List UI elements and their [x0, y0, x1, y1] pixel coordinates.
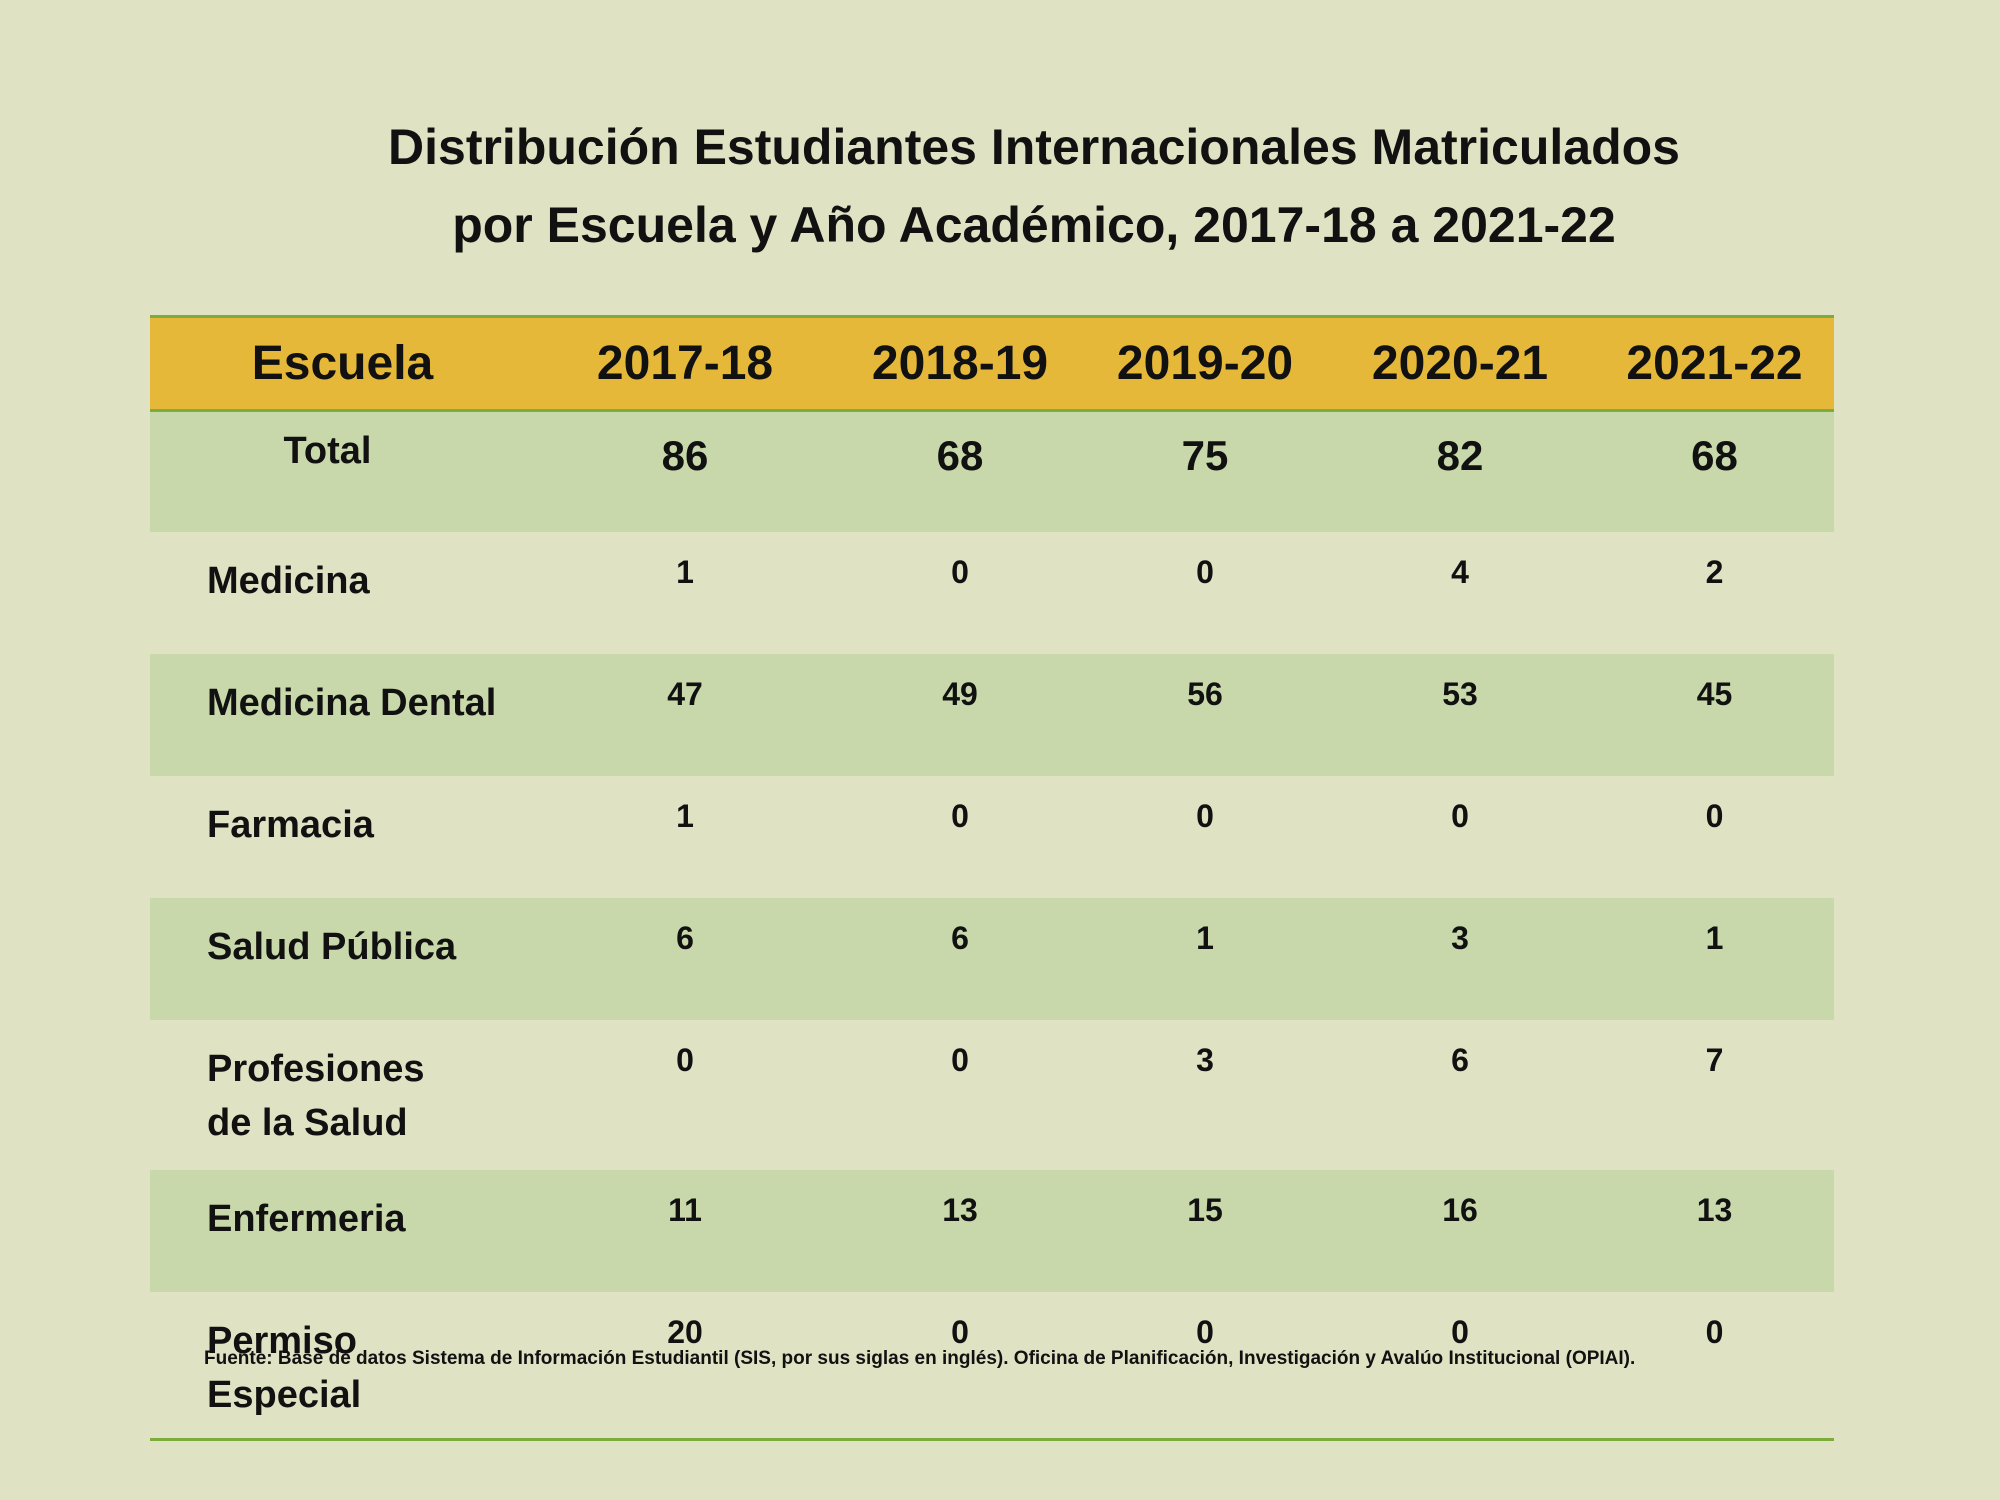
- table-row: Medicina Dental 47 49 56 53 45: [150, 653, 1834, 776]
- table-cell: 0: [1196, 553, 1214, 590]
- table-cell: 0: [676, 1041, 694, 1078]
- table-cell: 45: [1696, 675, 1733, 712]
- table-cell: 3: [1451, 919, 1469, 956]
- table-cell: 0: [951, 1041, 969, 1078]
- data-table: Escuela 2017-18 2018-19 2019-20 2020-21 …: [150, 318, 1834, 1438]
- table-cell: 68: [1691, 431, 1738, 479]
- table-row: Profesiones de la Salud 0 0 3 6 7: [150, 1019, 1834, 1170]
- table-cell: 0: [1705, 797, 1724, 834]
- table-cell: 0: [951, 797, 969, 834]
- table-cell: 4: [1451, 553, 1469, 590]
- row-label: Medicina Dental: [207, 681, 497, 724]
- table-row: Medicina 1 0 0 4 2: [150, 531, 1834, 654]
- table-cell: 11: [668, 1191, 702, 1228]
- column-header-2018-19: 2018-19: [871, 336, 1049, 390]
- table-row: Salud Pública 6 6 1 3 1: [150, 897, 1834, 1020]
- table-cell: 15: [1187, 1191, 1223, 1228]
- table-cell: 49: [942, 675, 978, 712]
- chart-title-line1: Distribución Estudiantes Internacionales…: [388, 119, 1680, 175]
- table-cell: 0: [951, 1313, 969, 1350]
- table-cell: 86: [661, 431, 709, 479]
- table-cell: 0: [1196, 1313, 1214, 1350]
- row-label: Profesiones de la Salud: [207, 1047, 425, 1144]
- column-header-2019-20: 2019-20: [1116, 336, 1294, 390]
- table-row: Permiso Especial 20 0 0 0 0: [150, 1291, 1834, 1438]
- table-cell: 6: [676, 919, 694, 956]
- row-label: Total: [283, 429, 372, 472]
- table-cell: 47: [667, 675, 703, 712]
- table-cell: 2: [1705, 553, 1724, 590]
- row-label: Salud Pública: [207, 925, 457, 968]
- table-cell: 7: [1705, 1041, 1724, 1078]
- table-cell: 82: [1436, 431, 1484, 479]
- table-cell: 0: [1705, 1313, 1724, 1350]
- row-label: Farmacia: [207, 803, 374, 846]
- table-cell: 0: [1196, 797, 1214, 834]
- source-note: Fuente: Base de datos Sistema de Informa…: [204, 1348, 1636, 1369]
- table-cell: 20: [667, 1313, 703, 1350]
- table-row: Enfermeria 11 13 15 16 13: [150, 1169, 1834, 1292]
- column-header-escuela: Escuela: [251, 336, 434, 390]
- table-cell: 1: [1196, 919, 1214, 956]
- table-cell: 1: [1705, 919, 1724, 956]
- row-label: Enfermeria: [207, 1197, 406, 1240]
- column-header-2017-18: 2017-18: [596, 336, 774, 390]
- table-cell: 0: [951, 553, 969, 590]
- table-cell: 0: [1451, 797, 1469, 834]
- table-cell: 16: [1442, 1191, 1478, 1228]
- table-cell: 0: [1451, 1313, 1469, 1350]
- column-header-2020-21: 2020-21: [1371, 336, 1549, 390]
- column-header-2021-22: 2021-22: [1626, 336, 1803, 390]
- table-cell: 56: [1187, 675, 1223, 712]
- table-cell: 3: [1196, 1041, 1214, 1078]
- row-label: Permiso Especial: [207, 1319, 362, 1416]
- table-cell: 1: [676, 553, 694, 590]
- table-cell: 6: [1451, 1041, 1469, 1078]
- data-table-wrapper: Escuela 2017-18 2018-19 2019-20 2020-21 …: [150, 315, 1834, 1441]
- table-cell: 1: [676, 797, 694, 834]
- table-cell: 75: [1181, 431, 1229, 479]
- table-cell: 13: [942, 1191, 978, 1228]
- table-cell: 13: [1696, 1191, 1733, 1228]
- table-header-row: Escuela 2017-18 2018-19 2019-20 2020-21 …: [150, 318, 1834, 410]
- chart-title: Distribución Estudiantes Internacionales…: [0, 108, 2000, 264]
- table-row-total: Total 86 68 75 82 68: [150, 410, 1834, 532]
- table-cell: 68: [936, 431, 984, 479]
- table-cell: 53: [1442, 675, 1478, 712]
- chart-title-line2: por Escuela y Año Académico, 2017-18 a 2…: [452, 197, 1616, 253]
- row-label: Medicina: [207, 559, 370, 602]
- table-cell: 6: [951, 919, 969, 956]
- table-row: Farmacia 1 0 0 0 0: [150, 775, 1834, 898]
